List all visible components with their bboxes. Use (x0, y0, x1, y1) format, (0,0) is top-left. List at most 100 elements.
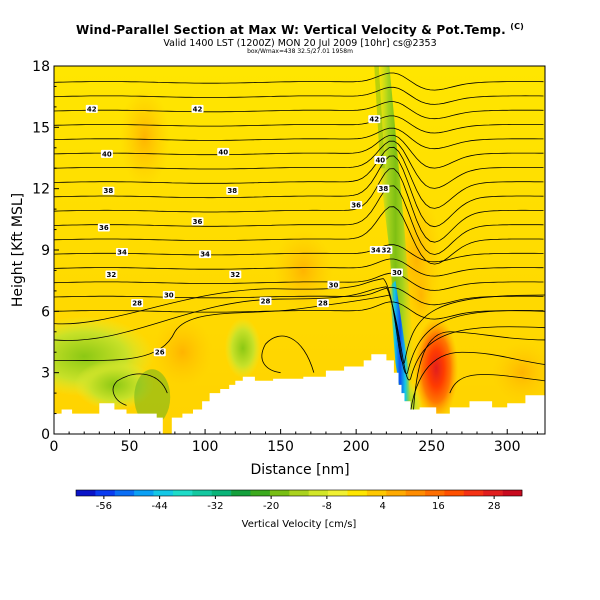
theta-contour (54, 244, 544, 263)
contour-label-text: 42 (87, 105, 97, 113)
theta-contour (410, 351, 545, 412)
velocity-field (54, 66, 545, 432)
theta-contour (54, 278, 545, 364)
contour-label-bg (316, 299, 329, 308)
theta-contour (54, 146, 544, 209)
contour-label-bg (115, 248, 128, 257)
contour-label: 28 (259, 297, 272, 306)
contour-label: 42 (368, 115, 381, 124)
contour-label-bg (199, 250, 212, 259)
contour-label-text: 34 (371, 247, 381, 255)
contour-label: 42 (85, 104, 98, 113)
contour-label-text: 28 (132, 300, 142, 308)
colorbar-frame (75, 489, 523, 497)
theta-contour (54, 115, 544, 134)
contour-label-text: 28 (261, 298, 271, 306)
x-tick-label: 150 (267, 439, 294, 455)
contour-label: 40 (217, 147, 230, 156)
contour-label-text: 36 (99, 224, 109, 232)
contour-label-bg (131, 299, 144, 308)
x-tick-label: 200 (343, 439, 370, 455)
contour-label: 36 (191, 217, 204, 226)
theta-contour (54, 287, 544, 306)
contour-label-bg (368, 115, 381, 124)
colorbar-swatch (211, 490, 232, 496)
contour-label-bg (85, 104, 98, 113)
theta-contour (413, 331, 545, 410)
colorbar-swatch (231, 490, 251, 496)
theta-contour (54, 301, 544, 320)
colorbar-label: Vertical Velocity [cm/s] (242, 519, 357, 530)
theta-contour (54, 185, 544, 255)
contour-label: 40 (374, 156, 387, 165)
theta-contour (54, 286, 545, 374)
contour-label-bg (100, 149, 113, 158)
contour-label-bg (380, 246, 393, 254)
contour-label: 32 (105, 270, 118, 279)
x-tick-label: 250 (418, 439, 445, 455)
contour-label-text: 42 (193, 105, 203, 113)
contour-label-bg (350, 201, 363, 210)
theta-contour (112, 373, 168, 406)
updraft-wave-2 (409, 264, 434, 325)
y-tick-label: 15 (32, 120, 50, 136)
colorbar-swatch (386, 490, 406, 496)
colorbar-swatch (153, 490, 174, 496)
contour-label-text: 30 (329, 281, 339, 289)
theta-contours (54, 72, 545, 412)
contour-label-text: 38 (227, 187, 237, 195)
colorbar-tick-label: 28 (488, 501, 501, 512)
colorbar-swatch (289, 490, 309, 496)
colorbar-tick-label: -44 (151, 501, 167, 512)
contour-label-text: 32 (107, 271, 117, 279)
x-tick-label: 300 (494, 439, 521, 455)
contour-label-text: 32 (381, 247, 391, 255)
contour-label-text: 30 (392, 269, 402, 277)
contour-label: 38 (377, 184, 390, 193)
colorbar-swatch (76, 490, 96, 496)
lee-downdraft-band (377, 66, 414, 410)
contour-label-bg (153, 348, 166, 357)
contour-label: 34 (369, 246, 382, 255)
y-tick-label: 12 (32, 182, 50, 198)
colorbar-swatch (328, 490, 348, 496)
contour-label: 30 (162, 290, 175, 299)
contour-label-bg (105, 270, 118, 279)
colorbar-tick-label: -8 (322, 501, 332, 512)
colorbar-swatch (463, 490, 484, 496)
contour-label-text: 40 (102, 150, 112, 158)
theta-contour (261, 335, 315, 374)
contour-label: 26 (153, 348, 166, 357)
contour-label-text: 34 (200, 251, 210, 259)
theta-contour (54, 127, 544, 150)
chart-subtitle: Valid 1400 LST (1200Z) MON 20 Jul 2009 [… (163, 38, 437, 49)
right-orange (492, 342, 545, 403)
contour-label-bg (390, 268, 403, 277)
theta-contour (54, 155, 544, 228)
contour-label-text: 26 (155, 349, 165, 357)
mid-orange (273, 230, 334, 311)
theta-contour (54, 272, 544, 291)
theta-contour (54, 86, 544, 105)
colorbar-tick-label: 4 (379, 501, 385, 512)
colorbar-swatch (444, 490, 465, 496)
contour-label: 40 (100, 149, 113, 158)
colorbar-swatch (172, 490, 193, 496)
colorbar-swatch (269, 490, 290, 496)
theta-contour (54, 134, 544, 169)
y-tick-label: 6 (41, 304, 50, 320)
contour-label-bg (229, 270, 242, 279)
y-tick-label: 9 (41, 243, 50, 259)
contour-label-bg (191, 217, 204, 226)
colorbar-swatch (347, 490, 368, 496)
y-tick-label: 18 (32, 59, 50, 75)
contour-label: 28 (316, 299, 329, 308)
upper-orange-1 (119, 87, 170, 188)
contour-label: 36 (97, 223, 110, 232)
plume-120 (224, 318, 261, 379)
colorbar-tick-label: 16 (432, 501, 445, 512)
contour-label-bg (102, 186, 115, 195)
theta-contour (54, 140, 544, 189)
